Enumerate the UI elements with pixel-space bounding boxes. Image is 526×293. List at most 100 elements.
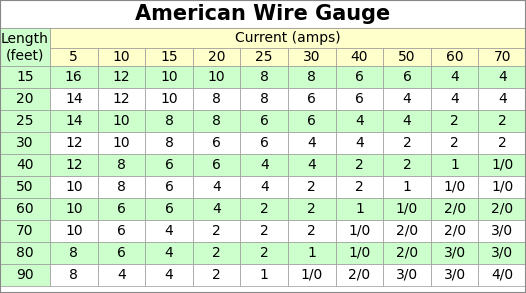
Bar — [145, 220, 193, 242]
Text: 10: 10 — [160, 92, 178, 106]
Bar — [145, 264, 193, 286]
Text: 1/0: 1/0 — [348, 246, 370, 260]
Bar — [288, 154, 336, 176]
Text: 4: 4 — [165, 246, 174, 260]
Bar — [479, 132, 526, 154]
Bar — [0, 220, 50, 242]
Text: 2: 2 — [355, 180, 364, 194]
Bar — [431, 198, 479, 220]
Text: 2: 2 — [307, 202, 316, 216]
Bar — [193, 264, 240, 286]
Bar — [240, 66, 288, 88]
Text: 80: 80 — [16, 246, 34, 260]
Bar — [431, 264, 479, 286]
Bar — [431, 66, 479, 88]
Bar — [193, 220, 240, 242]
Text: 1: 1 — [307, 246, 316, 260]
Text: 6: 6 — [212, 158, 221, 172]
Text: 2/0: 2/0 — [396, 224, 418, 238]
Text: 3/0: 3/0 — [443, 268, 466, 282]
Bar — [240, 220, 288, 242]
Text: 16: 16 — [65, 70, 83, 84]
Bar — [383, 48, 431, 66]
Text: 4: 4 — [165, 224, 174, 238]
Bar — [145, 132, 193, 154]
Text: 60: 60 — [446, 50, 463, 64]
Text: 12: 12 — [113, 92, 130, 106]
Bar — [145, 198, 193, 220]
Text: 60: 60 — [16, 202, 34, 216]
Bar — [98, 48, 145, 66]
Bar — [50, 66, 98, 88]
Text: 6: 6 — [117, 224, 126, 238]
Text: 2: 2 — [450, 136, 459, 150]
Bar — [193, 154, 240, 176]
Text: 30: 30 — [303, 50, 320, 64]
Text: 6: 6 — [260, 136, 269, 150]
Bar — [431, 110, 479, 132]
Text: 1/0: 1/0 — [396, 202, 418, 216]
Bar — [193, 66, 240, 88]
Text: 6: 6 — [165, 180, 174, 194]
Text: 3/0: 3/0 — [396, 268, 418, 282]
Text: 20: 20 — [16, 92, 34, 106]
Bar — [383, 88, 431, 110]
Text: 1/0: 1/0 — [491, 180, 513, 194]
Text: 4: 4 — [498, 92, 507, 106]
Bar — [193, 110, 240, 132]
Bar — [336, 154, 383, 176]
Text: 8: 8 — [260, 92, 269, 106]
Bar — [50, 110, 98, 132]
Text: 1/0: 1/0 — [443, 180, 466, 194]
Text: 2: 2 — [498, 136, 507, 150]
Bar — [98, 264, 145, 286]
Bar — [98, 198, 145, 220]
Text: 4: 4 — [212, 202, 221, 216]
Text: 4: 4 — [355, 114, 364, 128]
Bar — [431, 176, 479, 198]
Text: 50: 50 — [398, 50, 416, 64]
Bar — [145, 48, 193, 66]
Text: 30: 30 — [16, 136, 34, 150]
Bar — [288, 220, 336, 242]
Text: 2: 2 — [260, 246, 269, 260]
Bar — [50, 198, 98, 220]
Text: 8: 8 — [165, 136, 174, 150]
Text: 15: 15 — [16, 70, 34, 84]
Bar — [240, 176, 288, 198]
Bar — [145, 176, 193, 198]
Text: 2: 2 — [307, 180, 316, 194]
Text: 2: 2 — [307, 224, 316, 238]
Bar — [240, 154, 288, 176]
Bar — [431, 154, 479, 176]
Text: 8: 8 — [212, 92, 221, 106]
Bar — [193, 198, 240, 220]
Text: 4/0: 4/0 — [491, 268, 513, 282]
Text: 8: 8 — [69, 246, 78, 260]
Bar — [145, 66, 193, 88]
Text: 4: 4 — [498, 70, 507, 84]
Bar — [288, 198, 336, 220]
Bar — [98, 110, 145, 132]
Text: 6: 6 — [307, 114, 316, 128]
Text: 6: 6 — [117, 246, 126, 260]
Bar — [98, 220, 145, 242]
Text: 4: 4 — [450, 92, 459, 106]
Bar — [240, 88, 288, 110]
Bar — [431, 132, 479, 154]
Bar — [0, 176, 50, 198]
Bar — [479, 154, 526, 176]
Text: 6: 6 — [355, 92, 364, 106]
Text: 10: 10 — [208, 70, 226, 84]
Text: American Wire Gauge: American Wire Gauge — [135, 4, 391, 24]
Bar — [336, 264, 383, 286]
Bar — [479, 48, 526, 66]
Bar — [98, 176, 145, 198]
Text: 1/0: 1/0 — [301, 268, 323, 282]
Text: 10: 10 — [113, 136, 130, 150]
Text: 4: 4 — [212, 180, 221, 194]
Text: 1: 1 — [450, 158, 459, 172]
Bar — [0, 88, 50, 110]
Bar — [145, 242, 193, 264]
Bar — [98, 132, 145, 154]
